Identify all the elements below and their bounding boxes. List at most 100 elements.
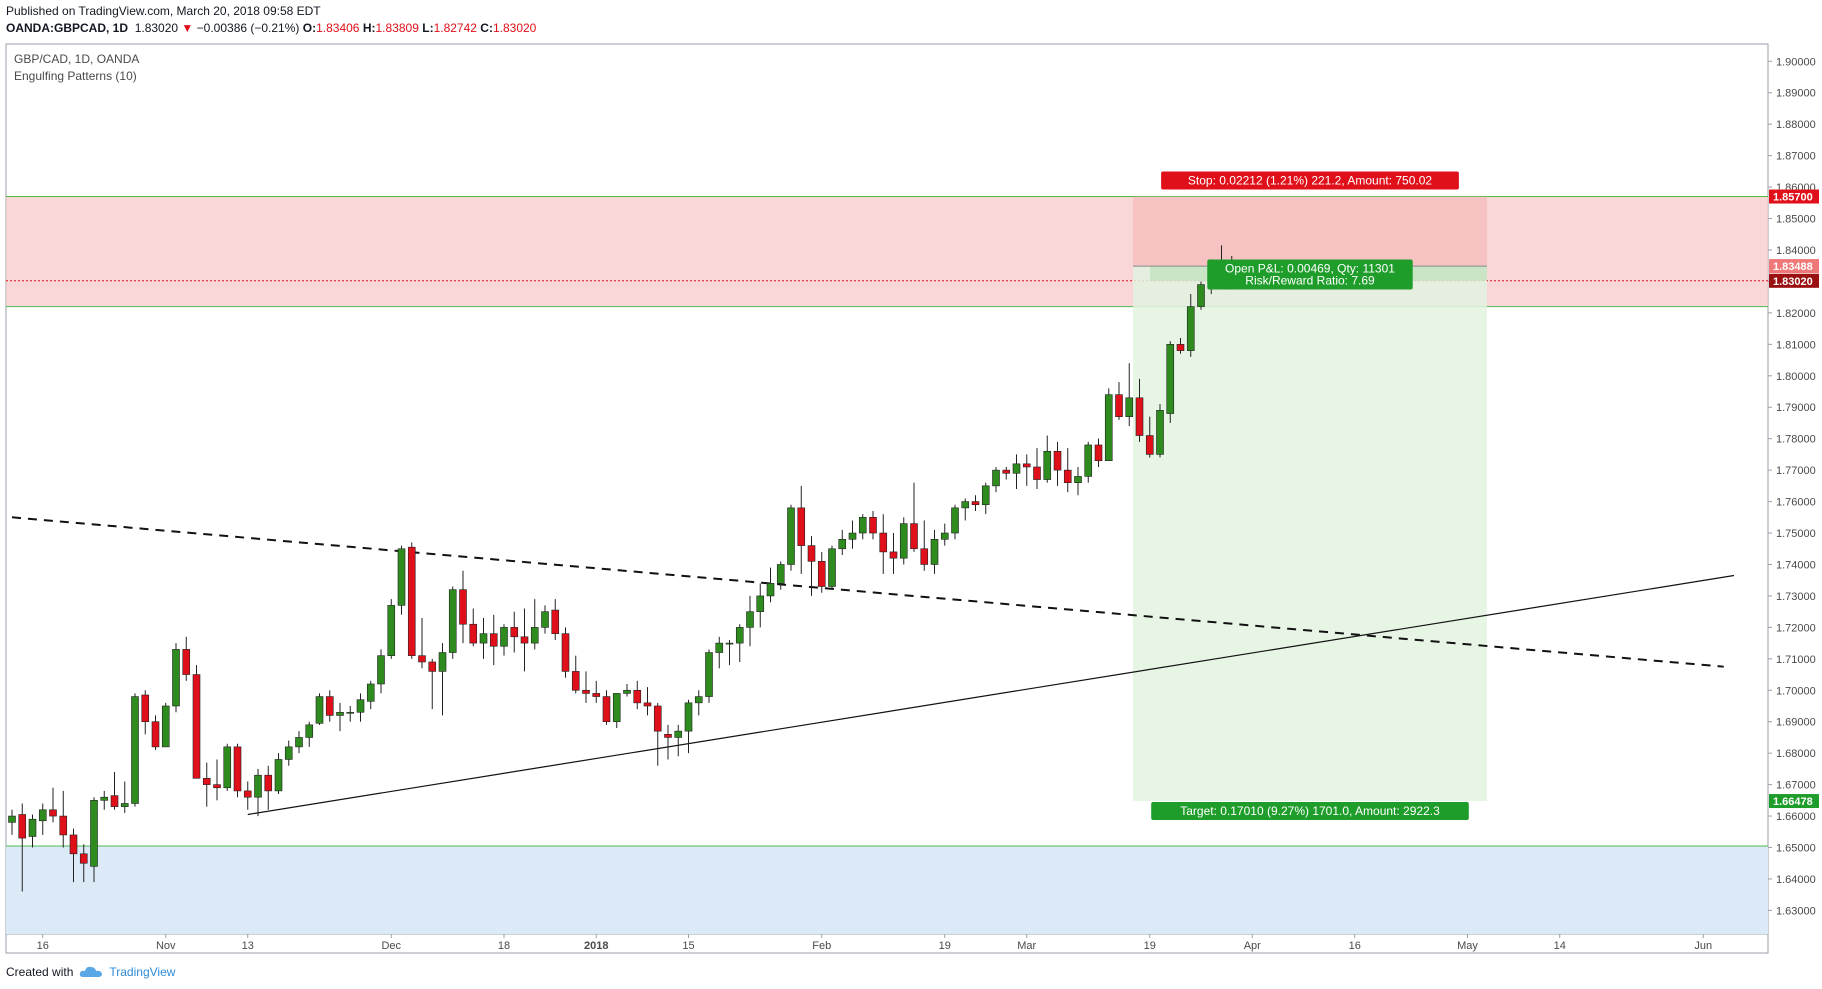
open-pnl-label-box — [1207, 259, 1413, 290]
published-line: Published on TradingView.com, March 20, … — [6, 4, 321, 18]
candle-body — [1063, 469, 1072, 484]
symbol-name[interactable]: OANDA:GBPCAD, 1D — [6, 21, 129, 35]
open-pnl-label-line: Open P&L: 0.00469, Qty: 11301 — [1225, 261, 1395, 275]
candle-body — [541, 611, 549, 628]
last-price-tag[interactable]: 1.83020 — [1769, 273, 1819, 288]
candle-body — [787, 507, 795, 565]
candle-body — [879, 532, 888, 553]
indicator-label[interactable]: Engulfing Patterns (10) — [14, 69, 137, 83]
stop-label-box — [1161, 171, 1459, 190]
tradingview-link[interactable]: TradingView — [109, 965, 176, 979]
last-price-tag-box — [1769, 273, 1819, 288]
dashed-trendline[interactable] — [11, 516, 1724, 668]
candle-body — [49, 809, 57, 817]
entry-price-tag[interactable]: 1.83488 — [1769, 259, 1819, 274]
candle-body — [776, 564, 785, 584]
price-tick-label: 1.81000 — [1776, 339, 1816, 351]
candle-body — [705, 652, 713, 697]
candle-body — [1176, 344, 1185, 351]
candle-body — [79, 853, 88, 864]
time-tick-label: 16 — [37, 940, 49, 952]
candle-body — [612, 693, 621, 723]
price-tick-label: 1.66000 — [1776, 811, 1816, 823]
candle-body — [1145, 435, 1154, 455]
price-tick-label: 1.82000 — [1776, 308, 1816, 320]
tradingview-cloud-icon — [80, 966, 103, 977]
open-pnl-label: Open P&L: 0.00469, Qty: 11301Risk/Reward… — [1207, 259, 1413, 290]
candle-body — [459, 589, 467, 625]
candle-body — [1125, 397, 1134, 417]
candle-body — [500, 627, 508, 647]
time-tick-label: 13 — [242, 940, 254, 952]
candle-body — [366, 683, 375, 702]
candle-body — [797, 507, 806, 546]
candle-body — [1084, 444, 1093, 477]
price-tick-label: 1.90000 — [1776, 56, 1816, 68]
candle-body — [664, 734, 672, 738]
entry-price-tag-box — [1769, 259, 1819, 274]
candle-body — [1022, 463, 1031, 468]
candle-body — [182, 649, 191, 675]
time-tick-label: Dec — [381, 940, 401, 952]
time-tick-label: May — [1457, 940, 1478, 952]
candle-body — [1012, 463, 1021, 474]
candle-body — [110, 795, 119, 807]
price-tick-label: 1.88000 — [1776, 119, 1816, 131]
target-area[interactable] — [1133, 266, 1487, 802]
trendlines-layer[interactable] — [11, 516, 1735, 816]
candle-body — [120, 803, 129, 807]
candle-body — [69, 834, 78, 855]
candle-body — [1033, 466, 1041, 480]
candle-body — [735, 627, 744, 644]
candle-body — [346, 711, 355, 714]
target-label-line: Target: 0.17010 (9.27%) 1701.0, Amount: … — [1180, 804, 1440, 818]
price-axis[interactable]: 1.900001.890001.880001.870001.860001.850… — [1768, 56, 1819, 917]
candle-body — [28, 818, 37, 837]
high-label: H: — [362, 21, 376, 35]
stop-area[interactable] — [1133, 196, 1487, 267]
candle-body — [336, 711, 344, 716]
target-price-tag[interactable]: 1.66478 — [1769, 794, 1819, 809]
candle-body — [561, 633, 570, 672]
price-tick-label: 1.73000 — [1776, 591, 1816, 603]
candle-body — [479, 633, 488, 644]
candle-body — [930, 539, 939, 565]
position-tool[interactable] — [1133, 196, 1487, 802]
candle-body — [1197, 284, 1205, 307]
candle-body — [1186, 306, 1195, 351]
target-label: Target: 0.17010 (9.27%) 1701.0, Amount: … — [1151, 802, 1469, 821]
price-tick-label: 1.72000 — [1776, 622, 1816, 634]
candle-body — [551, 609, 560, 634]
candle-body — [510, 627, 519, 638]
candle-body — [807, 545, 816, 562]
footer: Created with TradingView — [6, 965, 175, 979]
candle-body — [766, 583, 775, 597]
candle-body — [633, 689, 642, 704]
target-price-tag-box — [1769, 794, 1819, 809]
candle-body — [243, 790, 252, 798]
candle-body — [151, 721, 160, 748]
solid-trendline[interactable] — [247, 574, 1735, 816]
candle-body — [59, 815, 68, 836]
candle-body — [910, 523, 918, 550]
candle-body — [18, 814, 27, 839]
price-tick-label: 1.78000 — [1776, 434, 1816, 446]
stop-label-line: Stop: 0.02212 (1.21%) 221.2, Amount: 750… — [1188, 174, 1433, 188]
price-tick-label: 1.84000 — [1776, 245, 1816, 257]
candle-body — [213, 784, 221, 789]
candle-body — [530, 627, 539, 644]
price-tick-label: 1.87000 — [1776, 151, 1816, 163]
candle-body — [694, 696, 703, 704]
candle-body — [1043, 450, 1052, 480]
stop-price-tag[interactable]: 1.85700 — [1769, 189, 1819, 204]
candle-body — [1115, 394, 1123, 417]
price-tick-label: 1.71000 — [1776, 654, 1816, 666]
candle-body — [756, 595, 765, 612]
time-axis[interactable]: 16 Nov 13 Dec 18 2018 15 Feb 19 Mar 19 Apr 16 May 14 Ju… — [37, 934, 1713, 952]
price-tick-label: 1.89000 — [1776, 88, 1816, 100]
price-tick-label: 1.77000 — [1776, 465, 1816, 477]
candle-body — [602, 696, 611, 723]
candle-body — [469, 623, 478, 644]
candle-body — [643, 702, 652, 707]
